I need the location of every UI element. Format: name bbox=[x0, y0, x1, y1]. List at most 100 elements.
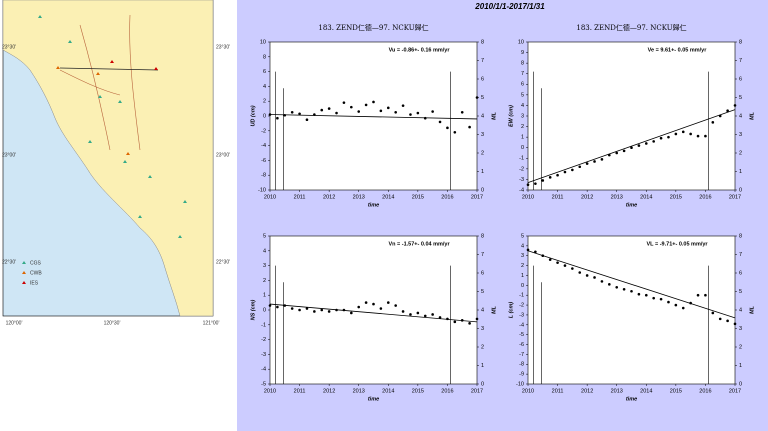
y2-tick-label: 0 bbox=[481, 381, 484, 387]
y2-tick-label: 3 bbox=[481, 132, 484, 138]
y2-tick-label: 7 bbox=[481, 58, 484, 64]
data-point bbox=[276, 116, 279, 120]
y-tick-label: -8 bbox=[261, 173, 266, 179]
y-tick-label: 0 bbox=[263, 307, 266, 313]
y2-tick-label: 3 bbox=[481, 326, 484, 332]
data-point bbox=[733, 104, 737, 107]
data-point bbox=[726, 319, 729, 323]
data-point bbox=[659, 136, 663, 140]
y-tick-label: 10 bbox=[260, 39, 266, 45]
x-tick-label: 2010 bbox=[522, 194, 534, 200]
data-point bbox=[534, 182, 537, 185]
y2-tick-label: 8 bbox=[739, 233, 742, 239]
y-tick-label: 1 bbox=[263, 293, 266, 299]
data-point bbox=[298, 112, 301, 116]
y-tick-label: -7 bbox=[519, 352, 524, 358]
data-point bbox=[342, 101, 346, 104]
data-point bbox=[409, 113, 412, 116]
plot-area bbox=[269, 235, 478, 385]
x-tick-label: 2014 bbox=[640, 388, 652, 394]
profile-line bbox=[59, 67, 159, 71]
y-tick-label: 5 bbox=[263, 233, 266, 239]
page-title: 2010/1/1-2017/1/31 bbox=[474, 2, 545, 11]
data-point bbox=[571, 267, 574, 270]
y2-tick-label: 6 bbox=[739, 76, 742, 82]
data-point bbox=[394, 304, 397, 307]
data-point bbox=[268, 113, 272, 116]
y-tick-label: 2 bbox=[521, 263, 524, 269]
x-tick-label: 2016 bbox=[441, 388, 453, 394]
map: CGS CWB IES 120°00' 120°30' 121°00' 23°3… bbox=[2, 0, 230, 326]
x-tick-label: 2013 bbox=[353, 388, 365, 394]
y-tick-label: 2 bbox=[263, 99, 266, 105]
data-point bbox=[541, 179, 545, 182]
y2-tick-label: 2 bbox=[481, 344, 484, 350]
data-point bbox=[379, 109, 383, 113]
y-tick-label: -1 bbox=[519, 156, 524, 162]
y-tick-label: 5 bbox=[521, 233, 524, 239]
legend-marker bbox=[22, 261, 26, 264]
data-point bbox=[644, 293, 648, 297]
data-point bbox=[711, 121, 715, 124]
data-point bbox=[475, 317, 479, 321]
data-point bbox=[453, 130, 457, 134]
data-point bbox=[556, 173, 559, 177]
data-point bbox=[593, 160, 596, 163]
data-point bbox=[431, 313, 434, 316]
data-point bbox=[416, 111, 420, 115]
x-tick-label: 2012 bbox=[323, 388, 335, 394]
land bbox=[2, 0, 214, 317]
data-point bbox=[689, 132, 692, 136]
data-point bbox=[526, 248, 530, 252]
data-point bbox=[667, 135, 670, 139]
data-point bbox=[704, 293, 707, 297]
lat-label: 22°30' bbox=[216, 259, 230, 265]
x-tick-label: 2017 bbox=[729, 388, 741, 394]
data-point bbox=[320, 108, 324, 112]
y-tick-label: -6 bbox=[261, 158, 266, 164]
data-point bbox=[571, 168, 574, 172]
y-tick-label: 2 bbox=[263, 278, 266, 284]
data-point bbox=[327, 107, 331, 110]
y2-tick-label: 4 bbox=[739, 307, 742, 313]
x-axis-label: time bbox=[368, 202, 379, 208]
x-tick-label: 2011 bbox=[552, 194, 564, 200]
y-axis-label: EW (cm) bbox=[508, 105, 514, 127]
y-tick-label: 1 bbox=[521, 135, 524, 141]
annotation: VL = -9.71+- 0.05 mm/yr bbox=[647, 241, 709, 247]
legend-label: CWB bbox=[30, 270, 42, 276]
data-point bbox=[268, 304, 272, 307]
y2-tick-label: 7 bbox=[739, 58, 742, 64]
plot-area bbox=[269, 41, 478, 191]
data-point bbox=[386, 301, 390, 304]
data-point bbox=[283, 113, 287, 117]
y-tick-label: -3 bbox=[261, 352, 266, 358]
data-point bbox=[600, 158, 604, 161]
y-tick-label: -3 bbox=[519, 312, 524, 318]
y-tick-label: -2 bbox=[261, 337, 266, 343]
data-point bbox=[696, 134, 700, 138]
y-axis-label: L (cm) bbox=[508, 302, 514, 319]
x-tick-label: 2014 bbox=[640, 194, 652, 200]
y-tick-label: -10 bbox=[516, 381, 524, 387]
y-tick-label: 9 bbox=[521, 50, 524, 56]
y-tick-label: 2 bbox=[521, 124, 524, 130]
y-tick-label: 8 bbox=[263, 54, 266, 60]
y-tick-label: 3 bbox=[521, 253, 524, 259]
data-point bbox=[674, 132, 678, 136]
y-tick-label: 4 bbox=[521, 243, 524, 249]
y-tick-label: -9 bbox=[519, 372, 524, 378]
x-tick-label: 2013 bbox=[611, 194, 623, 200]
data-point bbox=[659, 297, 663, 301]
y2-tick-label: 2 bbox=[739, 150, 742, 156]
data-point bbox=[335, 111, 338, 115]
y-tick-label: 10 bbox=[518, 39, 524, 45]
y2-tick-label: 4 bbox=[481, 113, 484, 119]
y-tick-label: -8 bbox=[519, 362, 524, 368]
annotation: Ve = 9.61+- 0.05 mm/yr bbox=[648, 47, 708, 53]
y2-tick-label: 7 bbox=[481, 252, 484, 258]
x-tick-label: 2013 bbox=[353, 194, 365, 200]
y2-tick-label: 0 bbox=[739, 381, 742, 387]
y-tick-label: 7 bbox=[521, 71, 524, 77]
y2-tick-label: 3 bbox=[739, 326, 742, 332]
